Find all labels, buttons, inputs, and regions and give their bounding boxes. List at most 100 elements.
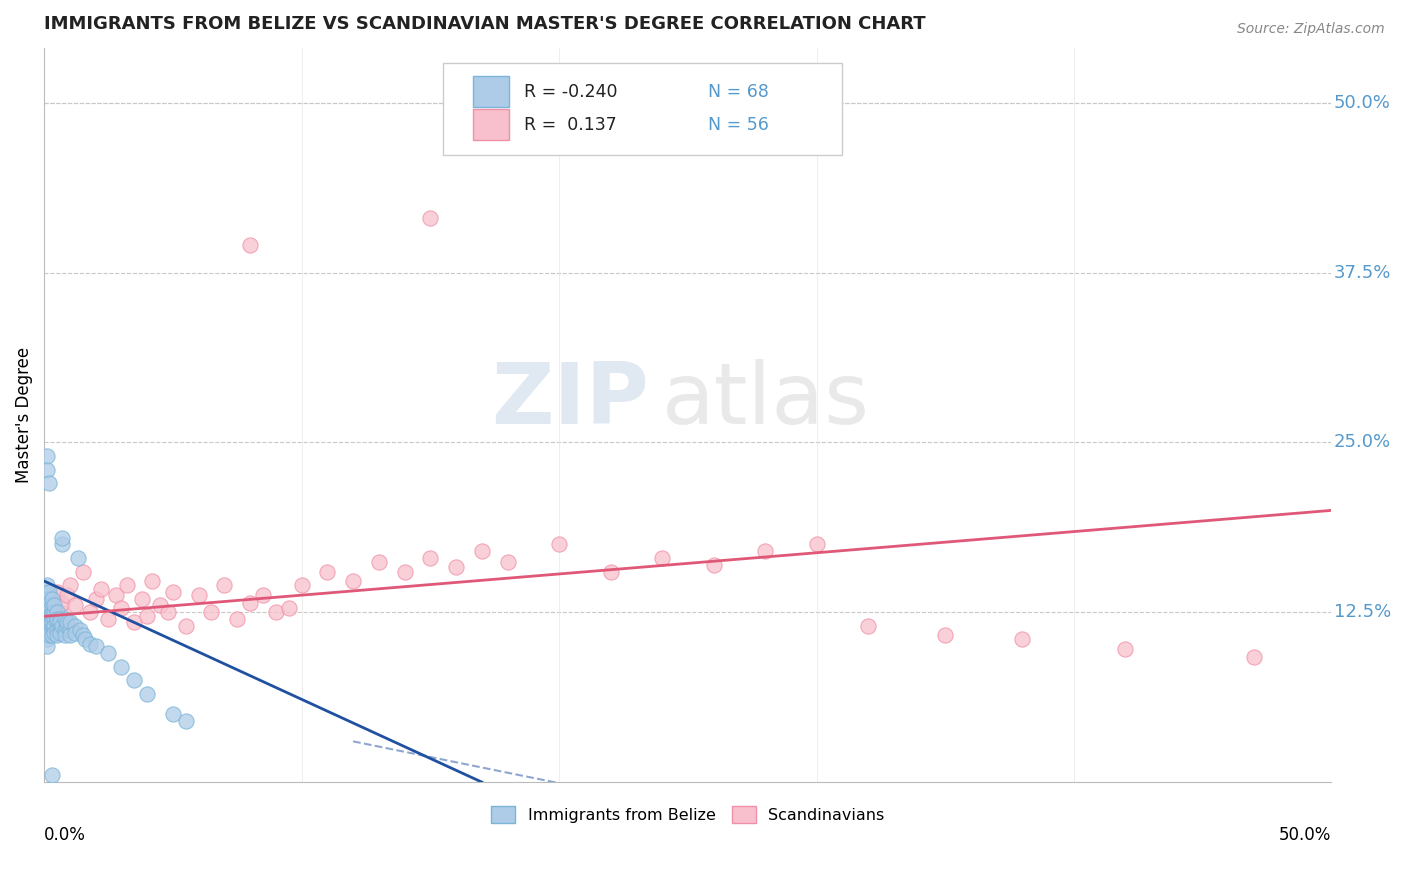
Point (35, 578, 58, 592)
Point (79, 636, 101, 650)
Point (41, 599, 63, 613)
Point (53, 615, 76, 629)
Point (59, 578, 82, 592)
Point (149, 599, 172, 613)
Text: R = -0.240: R = -0.240 (524, 83, 617, 101)
Point (38, 612, 60, 626)
Point (110, 601, 132, 615)
Point (156, 605, 179, 619)
Point (754, 544, 776, 558)
Point (806, 537, 828, 551)
Point (342, 574, 364, 588)
Point (46, 612, 69, 626)
Point (419, 550, 441, 565)
Point (38, 619, 60, 633)
Text: IMMIGRANTS FROM BELIZE VS SCANDINAVIAN MASTER'S DEGREE CORRELATION CHART: IMMIGRANTS FROM BELIZE VS SCANDINAVIAN M… (44, 15, 925, 33)
Point (419, 211, 441, 226)
Point (1011, 632, 1033, 647)
Point (51, 619, 73, 633)
Point (35, 605, 58, 619)
Point (56, 619, 79, 633)
Text: 25.0%: 25.0% (1334, 434, 1391, 451)
Text: 50.0%: 50.0% (1334, 94, 1391, 112)
Point (41, 615, 63, 629)
Point (56, 615, 79, 629)
Point (41, 619, 63, 633)
Point (136, 687, 159, 701)
Point (44, 605, 66, 619)
Point (90, 582, 112, 597)
Point (1114, 642, 1136, 657)
Point (46, 615, 69, 629)
Point (38, 628, 60, 642)
Point (69, 623, 91, 637)
Point (41, 601, 63, 615)
Point (48, 605, 70, 619)
Point (38, 591, 60, 606)
Point (444, 560, 467, 574)
Point (84, 591, 107, 606)
Point (174, 714, 197, 728)
Point (35, 449, 58, 463)
Point (131, 591, 153, 606)
Point (48, 615, 70, 629)
Point (51, 531, 73, 545)
Point (214, 578, 236, 592)
Text: 50.0%: 50.0% (1279, 826, 1331, 844)
Point (239, 238, 262, 252)
Text: N = 56: N = 56 (709, 116, 769, 134)
Point (35, 639, 58, 653)
Point (35, 625, 58, 640)
Point (471, 544, 494, 558)
FancyBboxPatch shape (472, 110, 509, 140)
Y-axis label: Master's Degree: Master's Degree (15, 347, 32, 483)
Point (548, 537, 571, 551)
Point (599, 565, 621, 579)
Point (53, 623, 76, 637)
Point (122, 673, 145, 688)
FancyBboxPatch shape (472, 77, 509, 107)
Point (1243, 650, 1265, 665)
Point (66, 550, 89, 565)
Legend: Immigrants from Belize, Scandinavians: Immigrants from Belize, Scandinavians (485, 800, 891, 830)
Point (44, 625, 66, 640)
Point (934, 628, 956, 642)
Point (162, 707, 184, 722)
Point (48, 625, 70, 640)
Point (63, 625, 86, 640)
Point (38, 591, 60, 606)
Point (35, 612, 58, 626)
Point (38, 605, 60, 619)
Point (35, 585, 58, 599)
Point (496, 555, 519, 569)
Point (35, 591, 58, 606)
Point (79, 605, 101, 619)
Point (63, 599, 86, 613)
Point (856, 619, 879, 633)
Point (59, 615, 82, 629)
Point (72, 628, 94, 642)
Point (110, 659, 132, 673)
Point (44, 619, 66, 633)
Point (115, 578, 138, 592)
Point (38, 585, 60, 599)
Point (46, 623, 69, 637)
Point (46, 628, 69, 642)
Text: atlas: atlas (662, 359, 870, 442)
Point (51, 537, 73, 551)
Point (162, 585, 184, 599)
Point (200, 605, 222, 619)
Point (316, 565, 339, 579)
Text: Source: ZipAtlas.com: Source: ZipAtlas.com (1237, 22, 1385, 37)
Point (59, 623, 82, 637)
Point (41, 612, 63, 626)
Point (122, 615, 145, 629)
FancyBboxPatch shape (443, 63, 842, 155)
Point (264, 605, 287, 619)
Point (174, 619, 197, 633)
Point (41, 628, 63, 642)
Point (136, 609, 159, 624)
Point (290, 578, 312, 592)
Point (35, 462, 58, 476)
Point (35, 599, 58, 613)
